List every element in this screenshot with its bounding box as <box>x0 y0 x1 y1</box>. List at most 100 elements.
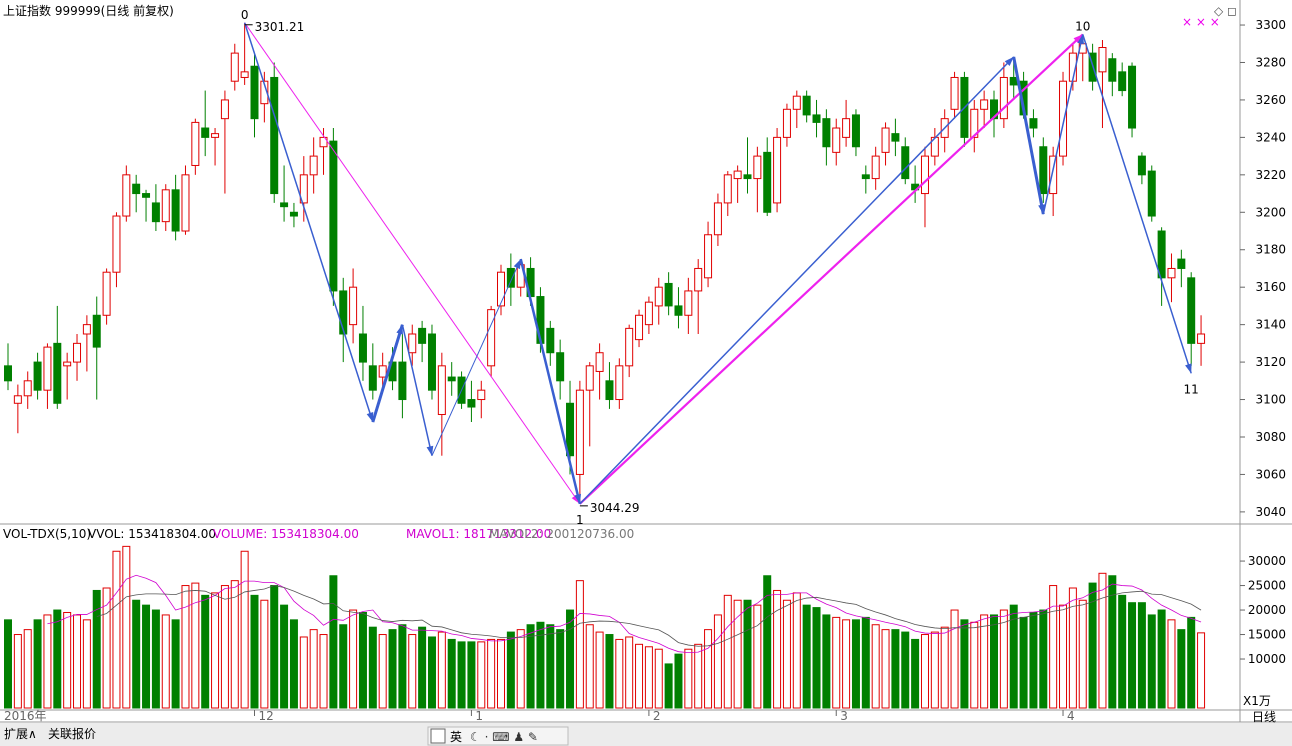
wave-label: 10 <box>1075 19 1090 33</box>
candle-body <box>122 174 131 217</box>
candle-body <box>1108 58 1117 82</box>
candle-body <box>871 155 880 180</box>
candle-body <box>980 99 989 110</box>
candle-body <box>467 399 476 408</box>
volume-bar <box>151 609 160 709</box>
volume-bar <box>999 609 1008 709</box>
volume-bar <box>990 614 998 709</box>
volume-bar <box>1098 572 1107 709</box>
pink-wave <box>579 33 1084 505</box>
volume-bar <box>891 629 900 709</box>
candle-body <box>743 174 752 180</box>
volume-bar <box>1177 629 1186 709</box>
y-tick-label: 3260 <box>1255 93 1286 107</box>
volume-bar <box>664 663 673 709</box>
x-tick-label: 12 <box>259 709 274 723</box>
candle-body <box>299 174 308 204</box>
candle-body <box>191 121 200 166</box>
candle-body <box>102 271 111 316</box>
blue-wave <box>371 324 404 423</box>
volume-bar <box>566 609 575 709</box>
volume-bar <box>1009 604 1018 709</box>
volume-bar <box>980 614 989 709</box>
ime-label[interactable]: 英 <box>450 730 462 744</box>
volume-bar <box>713 614 722 709</box>
candle-body <box>782 108 791 138</box>
tab[interactable]: 扩展∧ <box>4 727 37 741</box>
volume-bar <box>832 616 841 709</box>
candle-body <box>437 365 446 416</box>
candle-body <box>4 365 12 382</box>
status-bar <box>0 723 1292 746</box>
volume-bar <box>73 614 82 709</box>
volume-bar <box>427 636 436 709</box>
candle-body <box>684 290 693 316</box>
volume-bar <box>497 638 505 709</box>
candle-body <box>970 108 979 138</box>
y-tick-label: 3160 <box>1255 280 1286 294</box>
x-tick-label: 2 <box>653 709 661 723</box>
volume-bar <box>339 624 348 709</box>
volume-bar <box>526 624 535 709</box>
blue-wave <box>243 22 374 423</box>
y-tick-label: 3180 <box>1255 243 1286 257</box>
volume-bar <box>861 616 870 709</box>
candle-body <box>309 155 318 176</box>
volume-bar <box>1029 611 1038 709</box>
volume-bar <box>319 634 328 709</box>
candle-body <box>506 267 515 288</box>
volume-bar <box>418 626 427 709</box>
window-buttons: ◇ ◻ <box>1214 4 1237 18</box>
candle-body <box>1177 258 1186 269</box>
candle-body <box>92 314 101 348</box>
y-tick-label: 3240 <box>1255 130 1286 144</box>
candle-body <box>132 183 141 195</box>
candle-body <box>595 352 604 372</box>
volume-bar <box>536 621 545 709</box>
candle-body <box>349 286 358 326</box>
candle-body <box>289 211 298 217</box>
candle-body <box>418 327 427 344</box>
volume-bar <box>457 641 466 709</box>
candle-body <box>635 314 644 341</box>
volume-bar <box>674 653 683 709</box>
tab[interactable]: 关联报价 <box>48 726 96 741</box>
volume-bar <box>842 619 851 709</box>
volume-bar <box>447 638 456 709</box>
candle-body <box>615 365 624 401</box>
candle-body <box>260 80 269 105</box>
candle-body <box>250 65 259 120</box>
arrow-head <box>1073 34 1083 44</box>
candle-body <box>477 389 486 401</box>
vol-header: VVOL: 153418304.00 <box>88 527 216 541</box>
arrow-head <box>426 445 434 456</box>
volume-bar <box>13 634 22 709</box>
candle-body <box>151 202 160 223</box>
blue-wave <box>1012 56 1045 215</box>
volume-bar <box>368 626 377 709</box>
candle-body <box>605 380 614 401</box>
volume-bar <box>743 599 752 709</box>
candle-body <box>1118 71 1127 92</box>
vol-header: MAVOL2: 200120736.00 <box>489 527 634 541</box>
candle-body <box>644 301 653 326</box>
candle-body <box>171 189 180 232</box>
candle-body <box>625 327 634 367</box>
candle-body <box>999 76 1008 120</box>
ime-icons: ☾ · ⌨ ♟ ✎ <box>470 730 538 744</box>
volume-bar <box>53 609 62 709</box>
volume-bar <box>1167 619 1176 709</box>
candle-body <box>763 151 772 213</box>
volume-bar <box>1147 614 1156 709</box>
y-tick-label: 3040 <box>1255 505 1286 519</box>
candle-body <box>1029 118 1038 129</box>
arrow-head <box>366 412 374 423</box>
blue-wave <box>579 56 1015 505</box>
volume-bar <box>615 638 624 709</box>
year-label: 2016年 <box>4 709 47 723</box>
volume-bar <box>82 619 91 709</box>
volume-bar <box>920 634 929 709</box>
volume-bar <box>132 599 141 709</box>
volume-bar <box>625 636 634 709</box>
volume-bar <box>1128 602 1137 709</box>
